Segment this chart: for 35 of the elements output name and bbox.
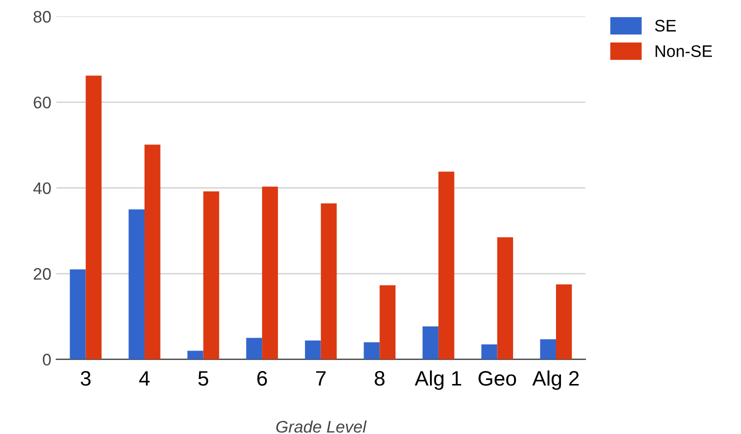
bar [70, 269, 86, 360]
bar [187, 350, 204, 360]
bar [364, 342, 380, 360]
x-axis-title: Grade Level [276, 420, 367, 433]
bar [144, 144, 160, 360]
bar [320, 203, 337, 360]
y-tick-label: 40 [33, 182, 51, 194]
bar [128, 209, 144, 360]
x-tick-label: Alg 1 [414, 370, 462, 390]
x-tick-label: Alg 2 [532, 370, 579, 390]
legend-label: Non-SE [656, 45, 712, 58]
bar [497, 237, 514, 360]
bar [246, 338, 262, 360]
y-tick-label: 20 [34, 268, 51, 280]
bar [262, 186, 278, 360]
y-tick-label: 60 [34, 96, 51, 108]
y-tick-label: 80 [34, 10, 51, 23]
bar [481, 344, 498, 360]
x-tick-label: 7 [316, 371, 326, 386]
x-tick-label: 5 [198, 371, 208, 386]
bar [556, 284, 572, 360]
x-tick-label: 3 [80, 371, 91, 386]
bar [438, 172, 454, 360]
legend-label: SE [655, 20, 676, 32]
bar [304, 340, 321, 360]
bar [203, 191, 220, 360]
bar [422, 326, 438, 360]
bar [380, 285, 396, 360]
bar [86, 76, 102, 360]
bar [540, 339, 556, 360]
x-tick-label: Geo [478, 371, 516, 386]
x-tick-label: 4 [139, 371, 150, 386]
x-tick-label: 6 [257, 371, 267, 386]
x-tick-label: 8 [374, 371, 385, 386]
y-tick-label: 0 [42, 354, 51, 366]
